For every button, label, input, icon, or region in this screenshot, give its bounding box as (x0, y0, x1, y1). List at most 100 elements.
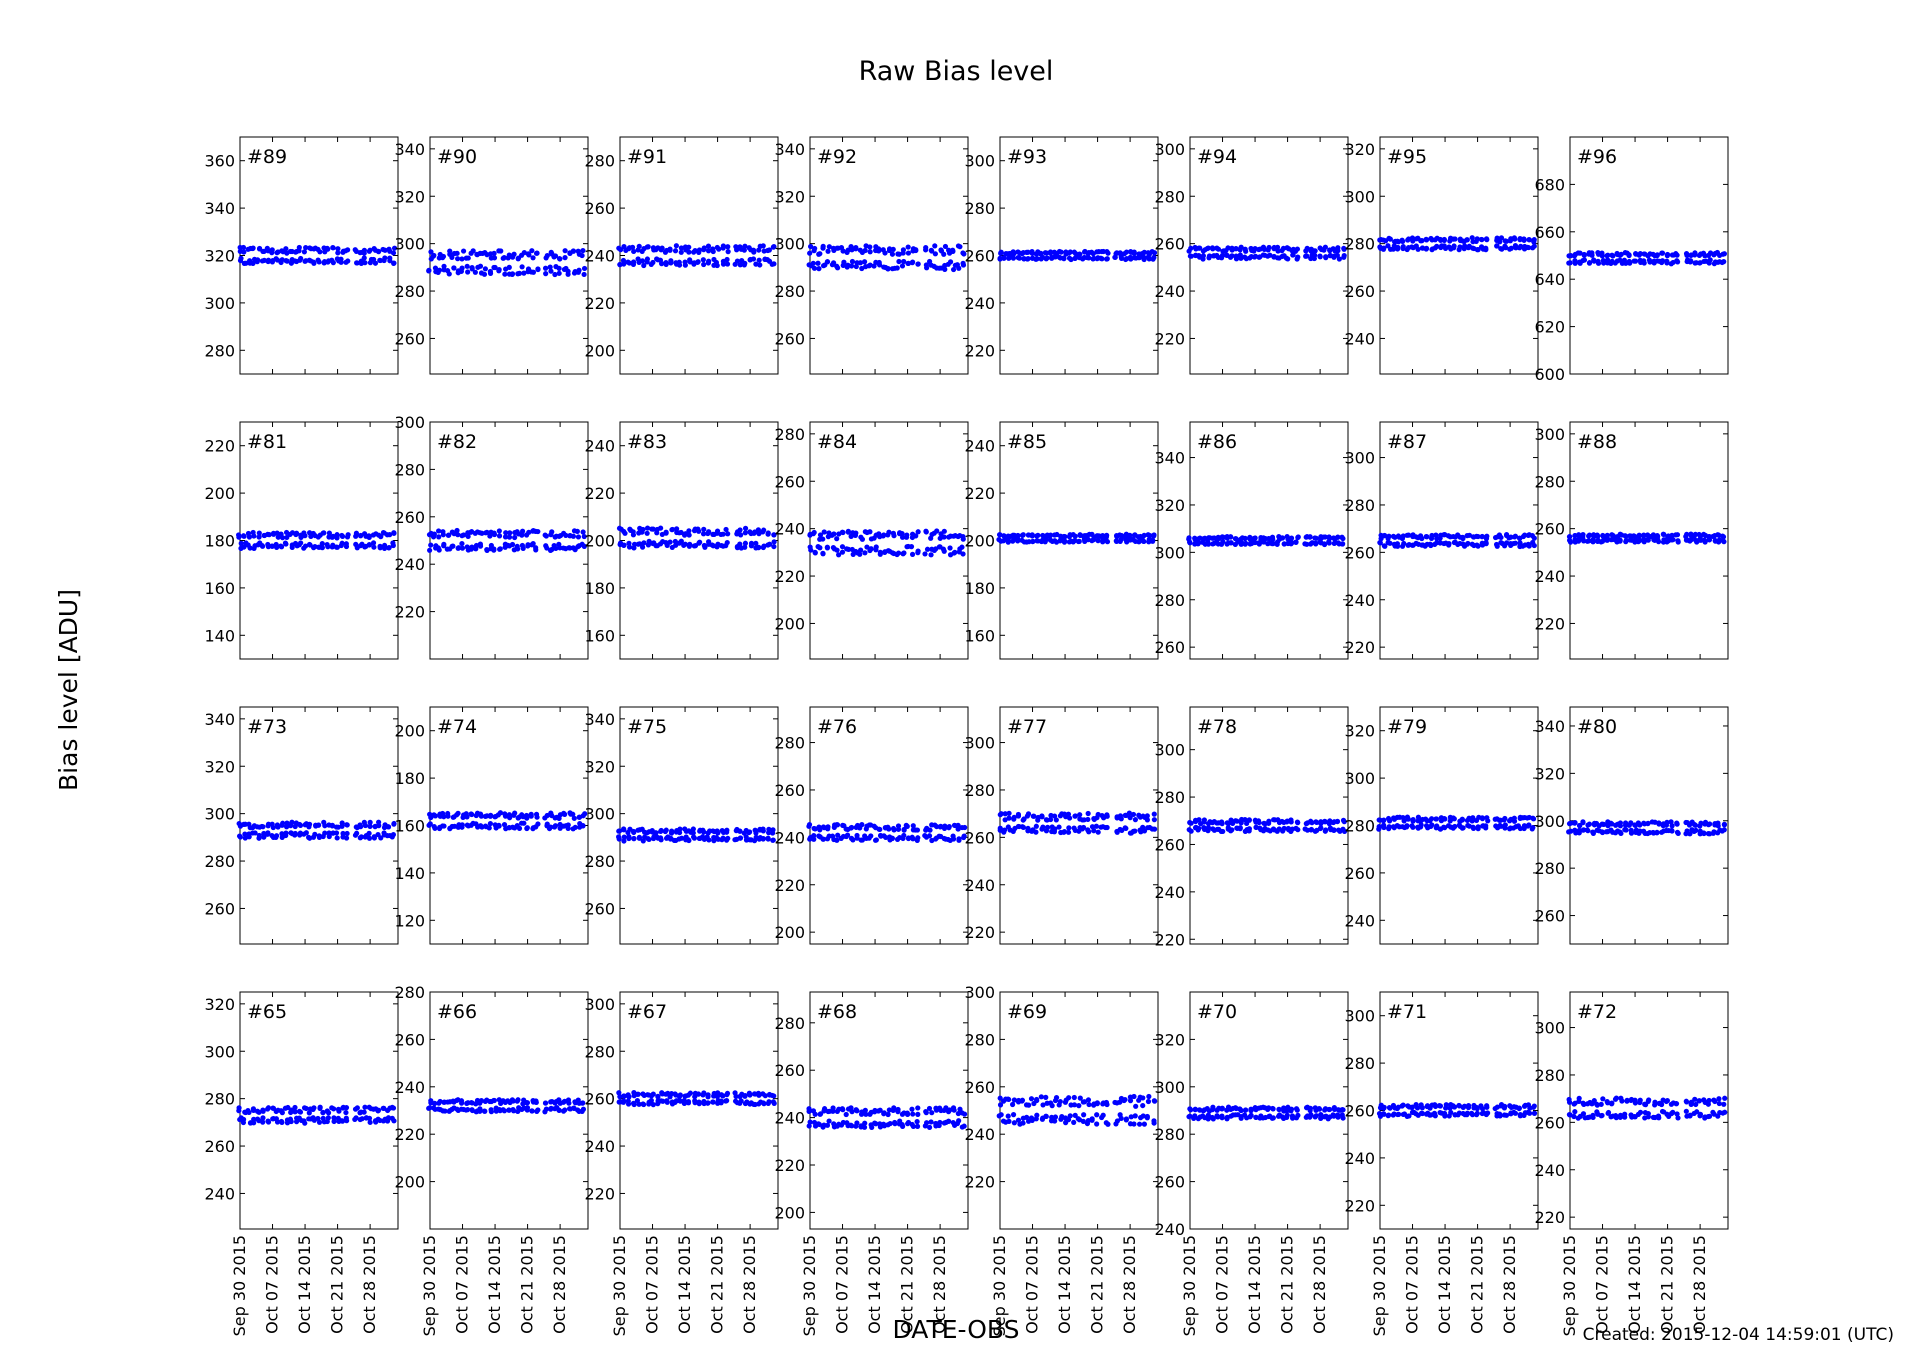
data-point (1234, 818, 1240, 824)
data-point (629, 244, 636, 250)
data-point (1513, 245, 1519, 251)
data-point (459, 545, 466, 551)
data-point (873, 837, 879, 843)
data-point (1261, 539, 1267, 545)
data-point (959, 544, 965, 550)
y-tick-label: 280 (1154, 1125, 1185, 1144)
data-point (444, 546, 450, 552)
data-point (1341, 245, 1347, 252)
data-point (690, 830, 696, 836)
data-point (909, 260, 915, 266)
data-point (761, 543, 767, 549)
data-point (1381, 824, 1387, 831)
y-tick-label: 260 (204, 1137, 235, 1156)
data-point (663, 539, 669, 546)
panel-label: #81 (247, 431, 287, 453)
data-point (1493, 823, 1499, 829)
data-point (1289, 1113, 1296, 1119)
data-point (1205, 1116, 1211, 1122)
data-point (885, 824, 891, 830)
data-point (502, 271, 508, 277)
data-point (1010, 828, 1016, 835)
data-point (1152, 1098, 1158, 1104)
data-point (1502, 815, 1508, 822)
data-point (484, 547, 490, 553)
data-point (644, 530, 650, 536)
y-tick-label: 300 (1154, 1078, 1185, 1097)
data-point (1085, 810, 1091, 817)
data-point (1214, 826, 1220, 832)
data-point (812, 826, 818, 832)
data-point (718, 1092, 725, 1098)
data-point (900, 1123, 906, 1129)
data-point (1246, 817, 1252, 823)
data-point (1572, 258, 1578, 264)
data-point (761, 527, 767, 533)
data-point (1307, 534, 1313, 540)
data-point (1530, 1104, 1537, 1110)
data-point (1418, 1102, 1424, 1108)
y-tick-label: 140 (394, 864, 425, 883)
data-point (1525, 532, 1531, 538)
data-point (1117, 538, 1123, 545)
data-point (562, 248, 568, 254)
data-point (1274, 244, 1281, 250)
data-point (947, 259, 954, 265)
figure-title: Raw Bias level (859, 56, 1054, 87)
data-point (1201, 817, 1207, 823)
y-tick-label: 320 (394, 187, 425, 206)
data-point (880, 247, 886, 253)
data-point (1468, 1110, 1475, 1116)
data-point (1009, 1101, 1016, 1108)
data-point (871, 535, 877, 541)
data-point (1228, 540, 1234, 546)
data-point (1146, 1093, 1152, 1100)
data-point (864, 544, 870, 550)
data-point (1066, 825, 1072, 831)
data-point (1465, 245, 1472, 251)
data-point (1128, 256, 1134, 262)
data-point (241, 544, 247, 550)
data-point (769, 261, 775, 267)
data-point (950, 247, 956, 253)
plot-frame (1379, 421, 1539, 660)
data-point (1270, 1106, 1276, 1112)
data-point (321, 530, 327, 536)
data-point (631, 248, 637, 255)
data-point (334, 532, 340, 538)
y-tick-label: 120 (394, 911, 425, 930)
data-point (824, 259, 831, 265)
data-point (533, 547, 539, 553)
data-point (1511, 1109, 1517, 1116)
data-point (725, 249, 731, 255)
data-point (866, 835, 872, 841)
data-point (839, 549, 846, 555)
data-point (706, 258, 712, 264)
data-point (951, 822, 958, 828)
data-point (815, 544, 821, 550)
data-point (844, 249, 850, 256)
data-point (505, 255, 511, 261)
data-point (816, 266, 822, 272)
data-point (292, 1109, 298, 1115)
y-tick-label: 360 (204, 152, 235, 171)
data-point (1446, 540, 1452, 547)
data-point (905, 260, 912, 266)
data-point (506, 264, 512, 270)
data-point (1145, 1098, 1152, 1105)
data-point (1531, 239, 1537, 245)
data-point (387, 532, 393, 538)
data-point (533, 811, 540, 817)
data-point (1293, 1106, 1300, 1112)
data-point (835, 832, 841, 838)
data-point (1238, 244, 1244, 250)
y-tick-label: 240 (584, 437, 615, 456)
data-point (867, 529, 873, 535)
y-tick-label: 680 (1534, 175, 1565, 194)
data-point (1701, 830, 1707, 837)
data-point (460, 814, 466, 821)
data-point (1219, 1106, 1225, 1112)
data-point (635, 256, 641, 262)
data-point (644, 525, 651, 531)
